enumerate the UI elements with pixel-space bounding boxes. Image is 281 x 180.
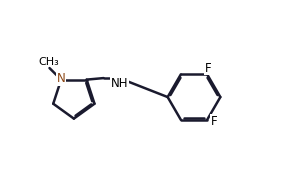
Text: N: N xyxy=(57,72,65,85)
Text: NH: NH xyxy=(111,77,129,90)
Text: CH₃: CH₃ xyxy=(38,57,59,67)
Text: F: F xyxy=(205,62,211,75)
Text: F: F xyxy=(211,115,217,128)
